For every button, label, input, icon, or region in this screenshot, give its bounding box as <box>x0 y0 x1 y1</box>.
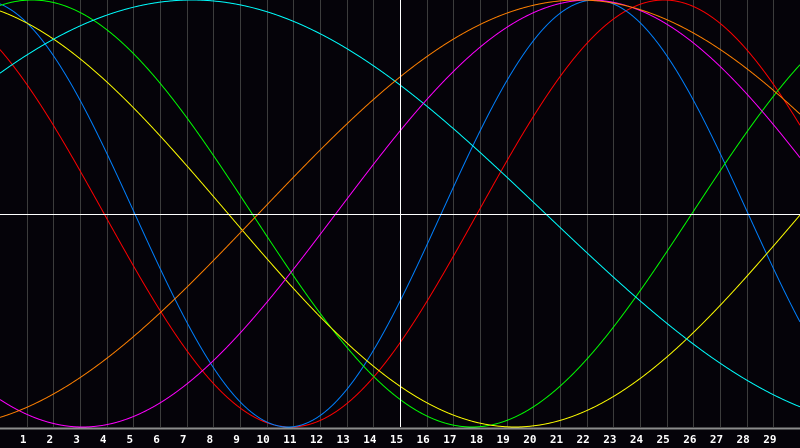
x-tick-label: 3 <box>73 433 80 446</box>
x-tick-label: 24 <box>630 433 644 446</box>
x-tick-label: 29 <box>763 433 776 446</box>
x-tick-label: 12 <box>310 433 323 446</box>
x-tick-label: 4 <box>100 433 107 446</box>
x-tick-label: 17 <box>443 433 456 446</box>
x-tick-label: 23 <box>603 433 616 446</box>
x-tick-label: 13 <box>337 433 350 446</box>
axes <box>0 0 800 430</box>
x-tick-label: 9 <box>233 433 240 446</box>
x-tick-label: 8 <box>207 433 214 446</box>
x-tick-label: 22 <box>577 433 590 446</box>
grid-lines <box>27 0 774 427</box>
x-tick-label: 26 <box>683 433 697 446</box>
x-tick-label: 7 <box>180 433 187 446</box>
x-tick-label: 10 <box>257 433 270 446</box>
x-tick-label: 21 <box>550 433 564 446</box>
x-tick-label: 6 <box>153 433 160 446</box>
x-tick-label: 16 <box>417 433 431 446</box>
x-tick-labels: 1 2 3 4 5 6 7 8 9 10 11 12 13 14 15 16 17 18 19 20 21 22 23 24 2… <box>20 433 777 446</box>
x-tick-label: 1 <box>20 433 27 446</box>
x-tick-label: 11 <box>283 433 297 446</box>
x-tick-label: 28 <box>737 433 750 446</box>
x-tick-label: 5 <box>127 433 134 446</box>
x-tick-label: 20 <box>523 433 536 446</box>
x-tick-label: 14 <box>363 433 377 446</box>
x-tick-label: 19 <box>497 433 510 446</box>
x-tick-label: 27 <box>710 433 723 446</box>
x-tick-label: 25 <box>657 433 670 446</box>
x-tick-label: 15 <box>390 433 403 446</box>
x-tick-label: 18 <box>470 433 483 446</box>
x-tick-label: 2 <box>47 433 54 446</box>
